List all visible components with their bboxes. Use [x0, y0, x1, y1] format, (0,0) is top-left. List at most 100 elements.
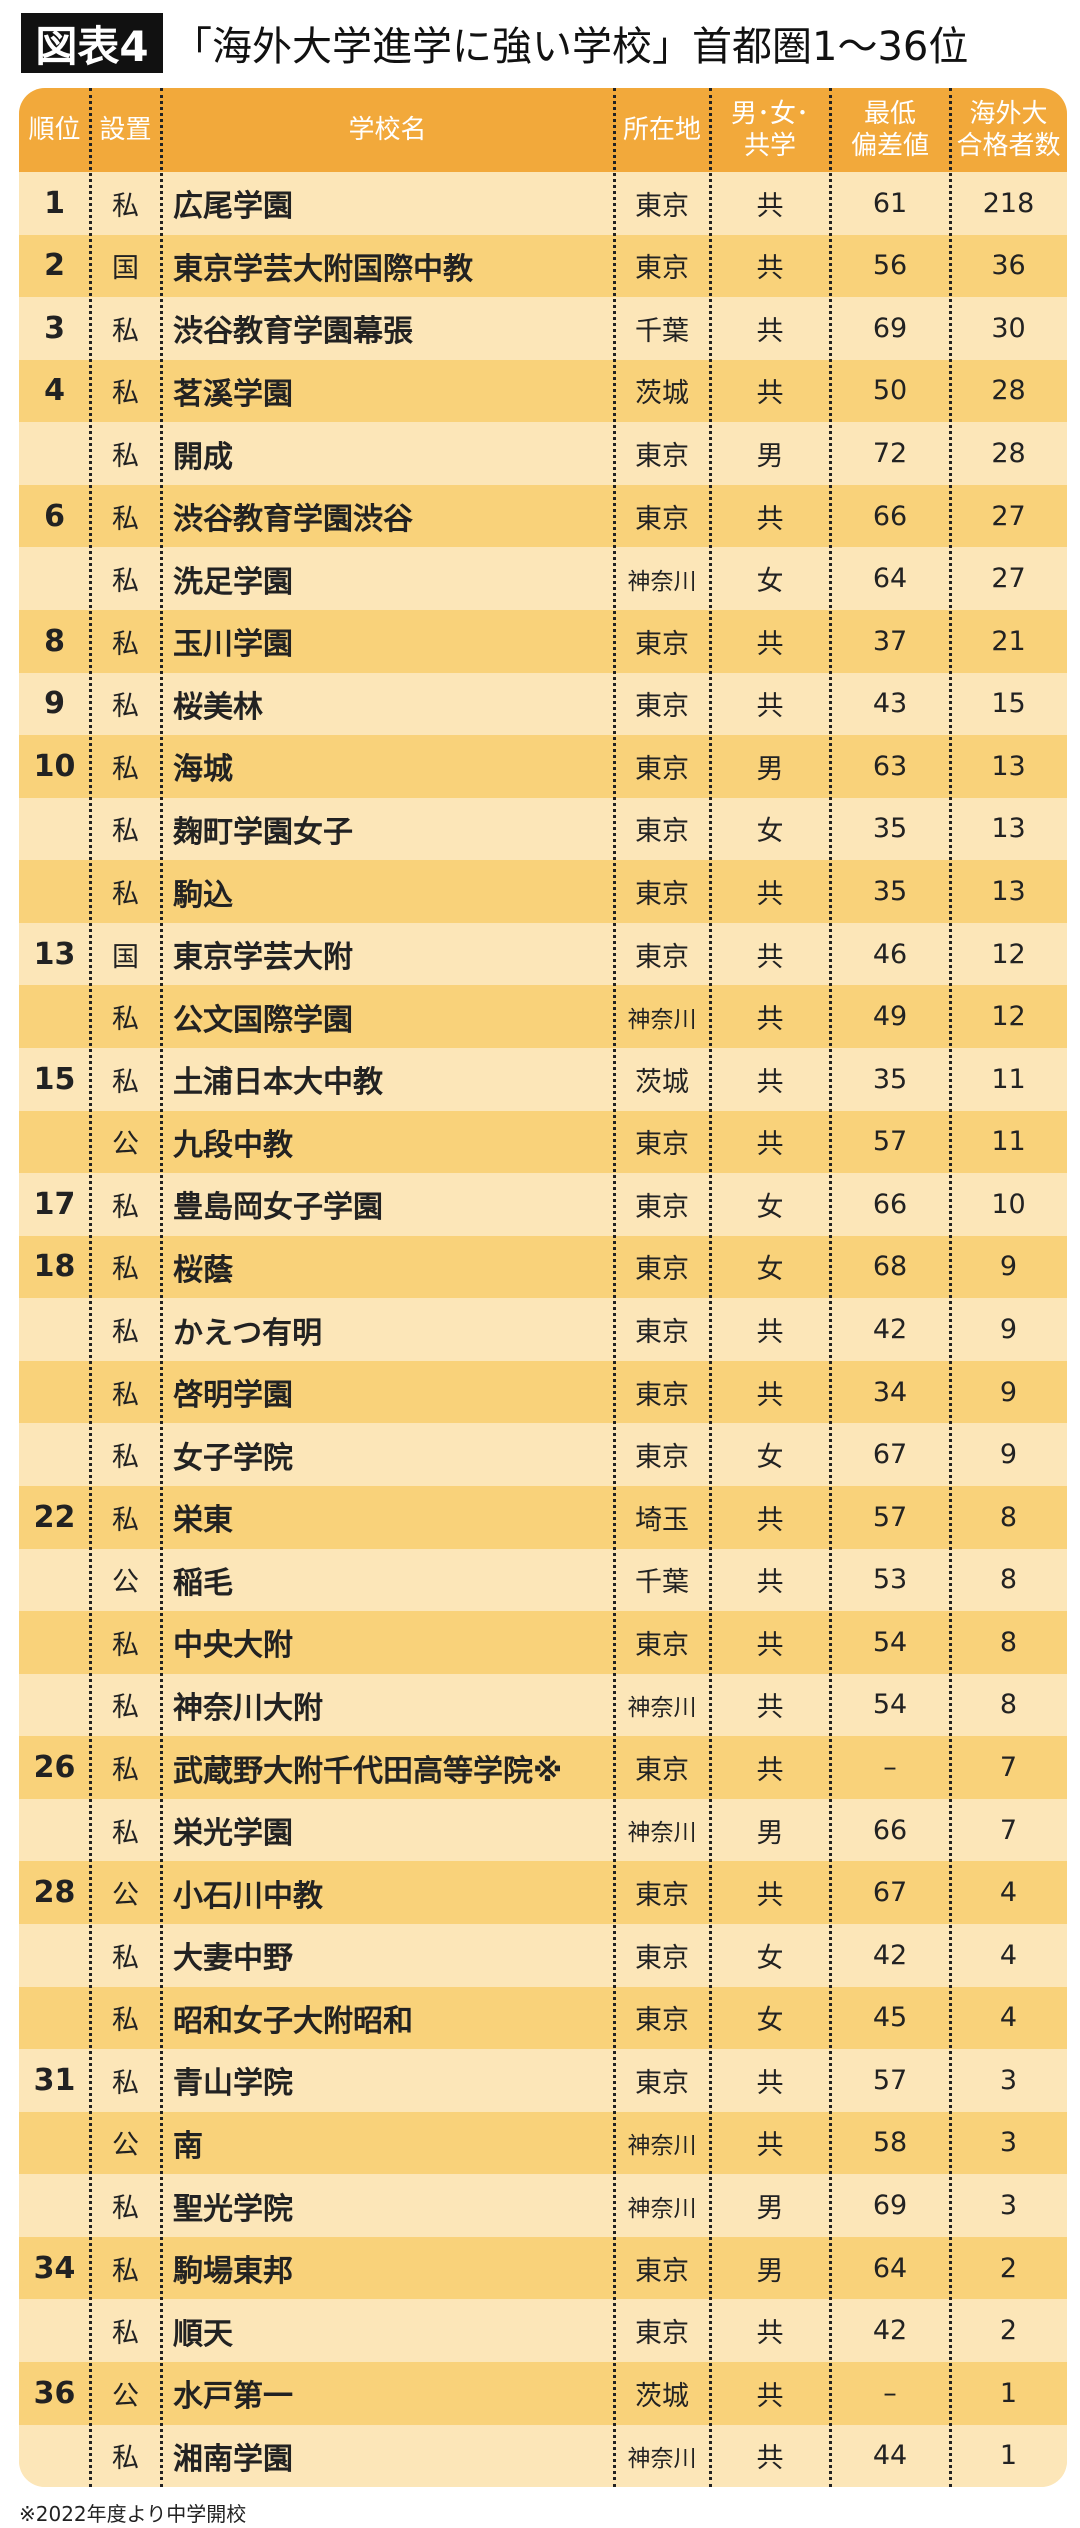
overseas-count-cell: 30 — [991, 312, 1026, 344]
school-name-cell: 聖光学院 — [173, 2191, 293, 2227]
rank-cell — [19, 1987, 90, 2050]
min-deviation-cell: 53 — [872, 1564, 908, 1596]
header-rank: 順位 — [28, 115, 81, 145]
page-title: 「海外大学進学に強い学校」首都圏1〜36位 — [172, 24, 969, 70]
table-row: 私 中央大附 東京 共 54 8 — [19, 1611, 1067, 1674]
overseas-count-cell: 36 — [991, 250, 1026, 282]
overseas-count-cell: 9 — [999, 1376, 1018, 1408]
rank-cell: 26 — [33, 1750, 76, 1786]
gender-cell: 男 — [756, 2193, 784, 2225]
type-cell: 私 — [112, 566, 139, 598]
min-deviation-cell: 57 — [872, 1501, 908, 1533]
location-cell: 東京 — [635, 628, 689, 660]
location-cell: 神奈川 — [627, 2195, 697, 2222]
min-deviation-cell: 35 — [872, 876, 908, 908]
gender-cell: 男 — [756, 753, 784, 785]
overseas-count-cell: 218 — [982, 187, 1035, 219]
overseas-count-cell: 8 — [999, 1626, 1018, 1658]
location-cell: 千葉 — [635, 1567, 689, 1599]
overseas-count-cell: 1 — [999, 2377, 1018, 2409]
location-cell: 東京 — [635, 2005, 689, 2037]
location-cell: 東京 — [635, 503, 689, 535]
table-row: 私 大妻中野 東京 女 42 4 — [19, 1923, 1067, 1987]
school-name-cell: 桜美林 — [173, 689, 263, 725]
min-deviation-cell: 42 — [872, 1939, 908, 1971]
location-cell: 東京 — [635, 1880, 689, 1912]
table-row: 私 神奈川大附 神奈川 共 54 8 — [19, 1673, 1067, 1737]
type-cell: 私 — [112, 2255, 139, 2287]
overseas-count-cell: 8 — [999, 1689, 1018, 1721]
rank-cell — [19, 1361, 90, 1424]
table-row: 13 国 東京学芸大附 東京 共 46 12 — [19, 922, 1067, 986]
rank-cell: 22 — [33, 1499, 76, 1535]
table-row: 26 私 武蔵野大附千代田高等学院※ 東京 共 – 7 — [19, 1736, 1067, 1799]
min-deviation-cell: 67 — [872, 1439, 908, 1471]
gender-cell: 共 — [756, 2380, 784, 2412]
overseas-count-cell: 15 — [991, 688, 1026, 720]
school-name-cell: 小石川中教 — [173, 1878, 323, 1914]
overseas-count-cell: 4 — [999, 1877, 1018, 1909]
min-deviation-cell: 50 — [872, 375, 908, 407]
rank-cell — [19, 2174, 90, 2237]
location-cell: 神奈川 — [627, 1006, 697, 1033]
school-name-cell: 九段中教 — [173, 1127, 293, 1163]
overseas-count-cell: 7 — [999, 1752, 1018, 1784]
school-name-cell: 茗溪学園 — [173, 376, 293, 412]
gender-cell: 共 — [756, 503, 784, 535]
table-row: 1 私 広尾学園 東京 共 61 218 — [19, 172, 1067, 235]
location-cell: 東京 — [635, 1629, 689, 1661]
column-divider — [709, 88, 712, 2487]
gender-cell: 共 — [756, 253, 784, 285]
min-deviation-cell: 63 — [872, 750, 908, 782]
min-deviation-cell: 67 — [872, 1877, 908, 1909]
rank-cell: 3 — [44, 310, 65, 346]
type-cell: 私 — [112, 1504, 139, 1536]
overseas-count-cell: 4 — [999, 2002, 1018, 2034]
header-overseas-count: 海外大 合格者数 — [956, 99, 1061, 161]
rank-cell: 15 — [33, 1061, 76, 1097]
location-cell: 東京 — [635, 2067, 689, 2099]
type-cell: 公 — [112, 1880, 139, 1912]
column-divider — [949, 88, 952, 2487]
gender-cell: 共 — [756, 378, 784, 410]
min-deviation-cell: 45 — [872, 2002, 908, 2034]
school-name-cell: 駒場東邦 — [173, 2254, 293, 2290]
gender-cell: 共 — [756, 1129, 784, 1161]
type-cell: 私 — [112, 1942, 139, 1974]
table-row: 私 栄光学園 神奈川 男 66 7 — [19, 1798, 1067, 1862]
gender-cell: 共 — [756, 1379, 784, 1411]
overseas-count-cell: 27 — [991, 563, 1026, 595]
location-cell: 東京 — [635, 1942, 689, 1974]
gender-cell: 共 — [756, 1755, 784, 1787]
rank-cell: 31 — [33, 2062, 76, 2098]
type-cell: 私 — [112, 1817, 139, 1849]
table-row: 私 昭和女子大附昭和 東京 女 45 4 — [19, 1986, 1067, 2050]
type-cell: 公 — [112, 2380, 139, 2412]
overseas-count-cell: 13 — [991, 813, 1026, 845]
overseas-count-cell: 2 — [999, 2252, 1018, 2284]
type-cell: 私 — [112, 190, 139, 222]
table-row: 私 かえつ有明 東京 共 42 9 — [19, 1298, 1067, 1361]
school-name-cell: 渋谷教育学園幕張 — [173, 314, 413, 350]
school-name-cell: 駒込 — [173, 877, 233, 913]
rank-cell: 28 — [33, 1875, 76, 1911]
school-name-cell: 洗足学園 — [173, 564, 293, 600]
type-cell: 私 — [112, 1004, 139, 1036]
type-cell: 私 — [112, 2005, 139, 2037]
min-deviation-cell: 54 — [872, 1689, 908, 1721]
school-name-cell: 栄光学園 — [173, 1816, 293, 1852]
header-gender: 男･女･ 共学 — [730, 99, 809, 161]
type-cell: 国 — [112, 253, 139, 285]
rank-cell: 9 — [44, 686, 65, 722]
table-row: 36 公 水戸第一 茨城 共 – 1 — [19, 2361, 1067, 2425]
table-header: 順位 設置 学校名 所在地 男･女･ 共学 最低 偏差値 海外大 合格者数 — [19, 88, 1067, 172]
type-cell: 私 — [112, 2443, 139, 2475]
overseas-count-cell: 13 — [991, 876, 1026, 908]
gender-cell: 女 — [756, 566, 784, 598]
location-cell: 東京 — [635, 441, 689, 473]
gender-cell: 女 — [756, 1442, 784, 1474]
column-divider — [613, 88, 616, 2487]
rank-cell — [19, 1423, 90, 1486]
rank-cell — [19, 985, 90, 1048]
rank-cell: 2 — [44, 248, 65, 284]
